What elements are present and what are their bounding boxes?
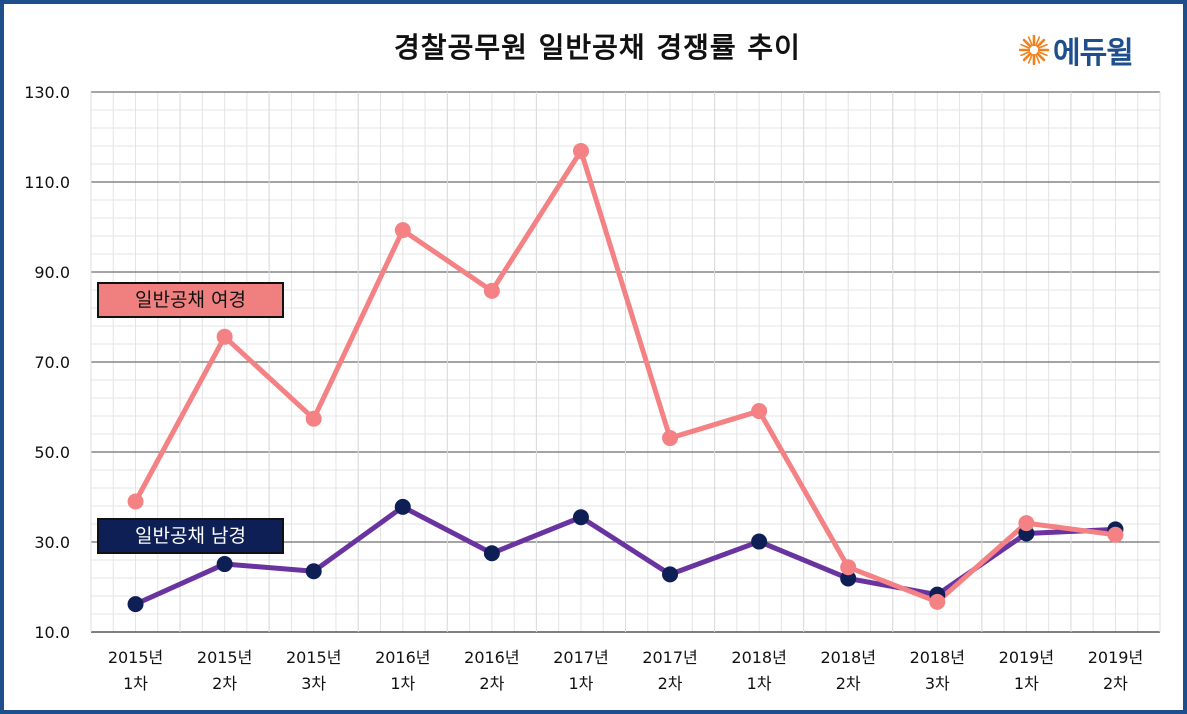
data-point-male <box>572 509 589 526</box>
data-point-female <box>662 430 679 447</box>
series-line-male <box>133 504 1118 607</box>
x-tick-label-round: 3차 <box>301 674 326 693</box>
y-tick-label: 10.0 <box>34 623 70 642</box>
series-points <box>127 142 1124 613</box>
x-tick-label-round: 2차 <box>212 674 237 693</box>
data-point-male <box>662 566 679 583</box>
x-tick-label-year: 2018년 <box>820 648 875 667</box>
x-tick-label-year: 2015년 <box>108 648 163 667</box>
x-tick-label-year: 2017년 <box>642 648 697 667</box>
y-tick-label: 130.0 <box>24 83 70 102</box>
x-tick-label-round: 2차 <box>479 674 504 693</box>
data-point-male <box>216 556 233 573</box>
data-point-female <box>305 410 322 427</box>
series-lines <box>133 148 1118 607</box>
x-tick-label-year: 2015년 <box>197 648 252 667</box>
data-point-female <box>483 282 500 299</box>
data-point-female <box>1107 526 1124 543</box>
major-grid <box>90 91 1161 633</box>
data-point-female <box>394 222 411 239</box>
x-axis-labels: 2015년 1차 2015년 2차 2015년 3차 2016년 1차 2016년 2차 2017년… <box>108 648 1143 693</box>
x-tick-label-round: 1차 <box>390 674 415 693</box>
x-tick-label-year: 2019년 <box>1088 648 1143 667</box>
data-point-female <box>929 593 946 610</box>
x-tick-label-round: 2차 <box>1103 674 1128 693</box>
data-point-male <box>840 570 857 587</box>
data-point-male <box>305 563 322 580</box>
series-label-female: 일반공채 여경 <box>97 282 284 318</box>
y-axis-labels: 130.0 110.0 90.0 70.0 50.0 30.0 10.0 <box>24 83 70 642</box>
x-tick-label-year: 2017년 <box>553 648 608 667</box>
y-tick-label: 110.0 <box>24 173 70 192</box>
x-tick-label-year: 2015년 <box>286 648 341 667</box>
y-tick-label: 30.0 <box>34 533 70 552</box>
data-point-female <box>127 493 144 510</box>
x-tick-label-round: 1차 <box>1014 674 1039 693</box>
x-tick-label-year: 2018년 <box>910 648 965 667</box>
data-point-female <box>216 328 233 345</box>
data-point-male <box>394 498 411 515</box>
x-tick-label-round: 2차 <box>658 674 683 693</box>
x-tick-label-round: 3차 <box>925 674 950 693</box>
logo-text: 에듀윌 <box>1053 36 1134 71</box>
x-tick-label-year: 2018년 <box>731 648 786 667</box>
y-tick-label: 90.0 <box>34 263 70 282</box>
chart-title: 경찰공무원 일반공채 경쟁률 추이 <box>394 31 801 64</box>
x-tick-label-round: 1차 <box>747 674 772 693</box>
x-tick-label-round: 1차 <box>123 674 148 693</box>
x-tick-label-year: 2016년 <box>375 648 430 667</box>
data-point-female <box>840 559 857 576</box>
data-point-female <box>751 403 768 420</box>
logo: 에듀윌 <box>1019 30 1134 71</box>
y-tick-label: 70.0 <box>34 353 70 372</box>
x-tick-label-round: 1차 <box>569 674 594 693</box>
series-line-female <box>133 148 1118 605</box>
data-point-male <box>751 533 768 550</box>
series-label-male: 일반공채 남경 <box>97 518 284 554</box>
y-tick-label: 50.0 <box>34 443 70 462</box>
x-tick-label-year: 2019년 <box>999 648 1054 667</box>
data-point-male <box>127 596 144 613</box>
x-tick-label-round: 2차 <box>836 674 861 693</box>
sun-burst-icon <box>1019 35 1049 65</box>
data-point-male <box>483 545 500 562</box>
data-point-female <box>572 142 589 159</box>
data-point-female <box>1018 515 1035 532</box>
x-tick-label-year: 2016년 <box>464 648 519 667</box>
